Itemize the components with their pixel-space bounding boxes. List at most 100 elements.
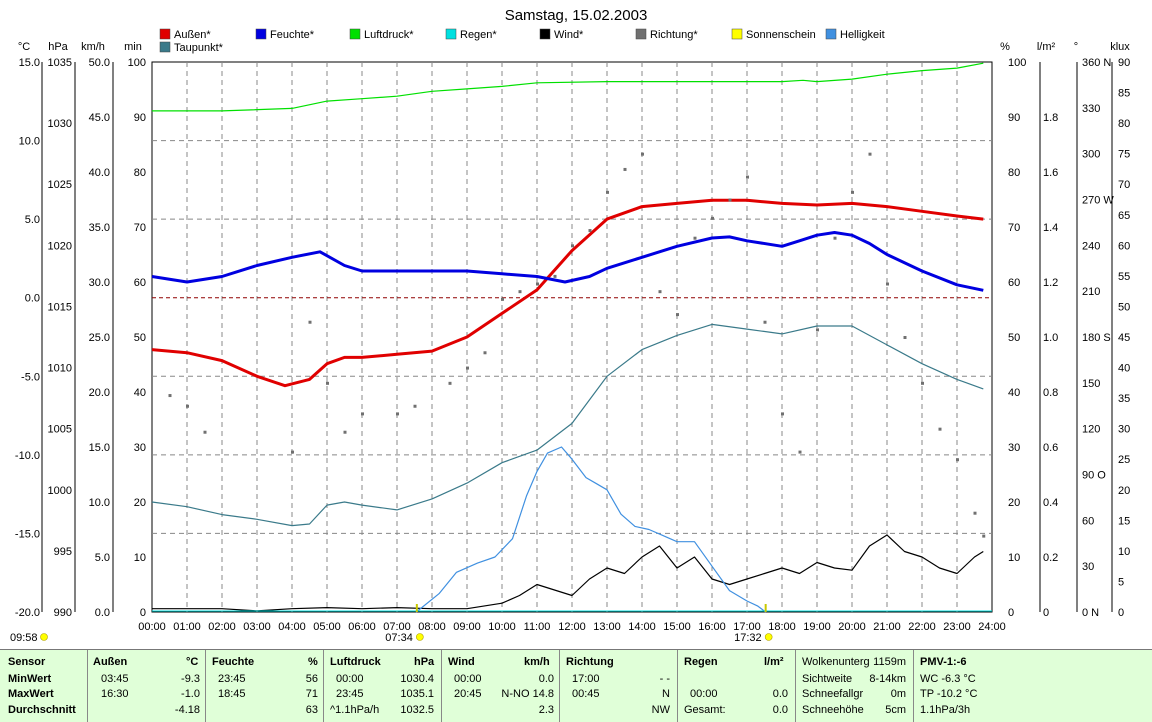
series-feuchte (151, 231, 984, 292)
pmv-title: PMV-1:-6 (920, 656, 967, 668)
direction-tick-label: 300 (1082, 149, 1100, 161)
pressure-tick-label: 1010 (48, 363, 72, 375)
sensor-title: Sensor (8, 656, 46, 668)
legend-swatch (825, 28, 837, 40)
aussen-avg: -4.18 (174, 704, 200, 716)
direction-point (693, 236, 697, 240)
row-min-label: MinWert (8, 673, 52, 685)
luftdruck-min-value: 1030.4 (400, 673, 434, 685)
pressure-tick-label: 1030 (48, 118, 72, 130)
time-tick-label: 04:00 (278, 621, 306, 633)
wind-max-value: N-NO 14.8 (501, 688, 554, 700)
feuchte-unit: % (308, 656, 318, 668)
direction-point (798, 450, 802, 454)
direction-point (571, 244, 574, 248)
wind-tick-label: 25.0 (89, 332, 110, 344)
direction-tick-label: 270 W (1082, 195, 1114, 207)
legend-label: Außen* (174, 29, 211, 41)
sun-marker-left-label: 09:58 (10, 632, 38, 644)
direction-tick-label: 0 N (1082, 607, 1099, 619)
time-tick-label: 15:00 (663, 621, 691, 633)
legend-swatch (445, 28, 457, 40)
time-tick-label: 24:00 (978, 621, 1006, 633)
wind-title: Wind (448, 656, 475, 668)
direction-point (746, 175, 749, 179)
time-tick-label: 05:00 (313, 621, 341, 633)
wind-tick-label: 40.0 (89, 167, 110, 179)
legend-swatch (255, 28, 267, 40)
rain-tick-label: 1.4 (1043, 222, 1058, 234)
time-tick-label: 08:00 (418, 621, 446, 633)
direction-point (851, 190, 854, 194)
sichtweite-value: 8-14km (869, 673, 906, 685)
series-taupunkt (151, 323, 984, 527)
rain-tick-label: 0.8 (1043, 387, 1058, 399)
regen-total: 0.0 (772, 704, 788, 716)
minutes-tick-label: 30 (134, 442, 146, 454)
feuchte-min-time: 23:45 (218, 673, 246, 685)
light-tick-label: 35 (1118, 393, 1130, 405)
feuchte-title: Feuchte (212, 656, 255, 668)
time-tick-label: 06:00 (348, 621, 376, 633)
sunrise-icon (416, 633, 424, 641)
time-tick-label: 23:00 (943, 621, 971, 633)
wind-tick-label: 0.0 (95, 607, 110, 619)
light-tick-label: 65 (1118, 210, 1130, 222)
direction-tick-label: 120 (1082, 424, 1100, 436)
humidity-tick-label: 90 (1008, 112, 1020, 124)
pressure-tick-label: 1000 (48, 485, 72, 497)
time-tick-label: 22:00 (908, 621, 936, 633)
direction-point (466, 366, 469, 370)
aussen-min-time: 03:45 (101, 673, 129, 685)
row-avg-label: Durchschnitt (8, 704, 76, 716)
humidity-tick-label: 20 (1008, 497, 1020, 509)
direction-point (938, 427, 942, 431)
minutes-unit-label: min (124, 41, 142, 53)
feuchte-max-value: 71 (305, 688, 318, 700)
regen-total-label: Gesamt: (684, 704, 726, 716)
direction-point (833, 236, 837, 240)
luftdruck-unit: hPa (414, 656, 435, 668)
temp-tick-label: -15.0 (15, 528, 40, 540)
light-tick-label: 50 (1118, 301, 1130, 313)
time-tick-label: 20:00 (838, 621, 866, 633)
light-tick-label: 40 (1118, 363, 1130, 375)
regen-value: 0.0 (772, 688, 788, 700)
temp-tick-label: 5.0 (25, 214, 40, 226)
light-tick-label: 0 (1118, 607, 1124, 619)
time-tick-label: 01:00 (173, 621, 201, 633)
pressure-tick-label: 995 (54, 546, 72, 558)
luftdruck-trend: ^1.1hPa/h (330, 704, 380, 716)
temp-tick-label: -10.0 (15, 450, 40, 462)
regen-title: Regen (684, 656, 718, 668)
weather-chart: Samstag, 15.02.2003 Außen* Feuchte* Luftdr… (10, 7, 1131, 644)
legend-swatch (635, 28, 647, 40)
rain-tick-label: 0.4 (1043, 497, 1058, 509)
richtung-min-time: 17:00 (572, 673, 600, 685)
stats-luftdruck: Luftdruck hPa 00:00 1030.4 23:45 1035.1 … (324, 650, 442, 722)
light-tick-label: 20 (1118, 485, 1130, 497)
pmv-windchill: WC -6.3 °C (920, 673, 976, 685)
temp-tick-label: -20.0 (15, 607, 40, 619)
series-wind (152, 534, 984, 612)
light-tick-label: 75 (1118, 149, 1130, 161)
direction-point (982, 534, 986, 538)
pressure-tick-label: 1025 (48, 179, 72, 191)
temp-tick-label: 15.0 (19, 57, 40, 69)
pressure-unit-label: hPa (48, 41, 68, 53)
direction-point (816, 328, 819, 332)
legend-swatch (539, 28, 551, 40)
light-unit-label: klux (1110, 41, 1130, 53)
wind-tick-label: 10.0 (89, 497, 110, 509)
wind-max-time: 20:45 (454, 688, 482, 700)
feuchte-avg: 63 (305, 704, 318, 716)
minutes-tick-label: 80 (134, 167, 146, 179)
minutes-tick-label: 40 (134, 387, 146, 399)
richtung-max-value: N (662, 688, 670, 700)
humidity-tick-label: 40 (1008, 387, 1020, 399)
light-tick-label: 25 (1118, 454, 1130, 466)
series-helligkeit (415, 446, 766, 613)
direction-point (728, 198, 732, 202)
light-tick-label: 85 (1118, 88, 1130, 100)
direction-point (361, 412, 364, 416)
